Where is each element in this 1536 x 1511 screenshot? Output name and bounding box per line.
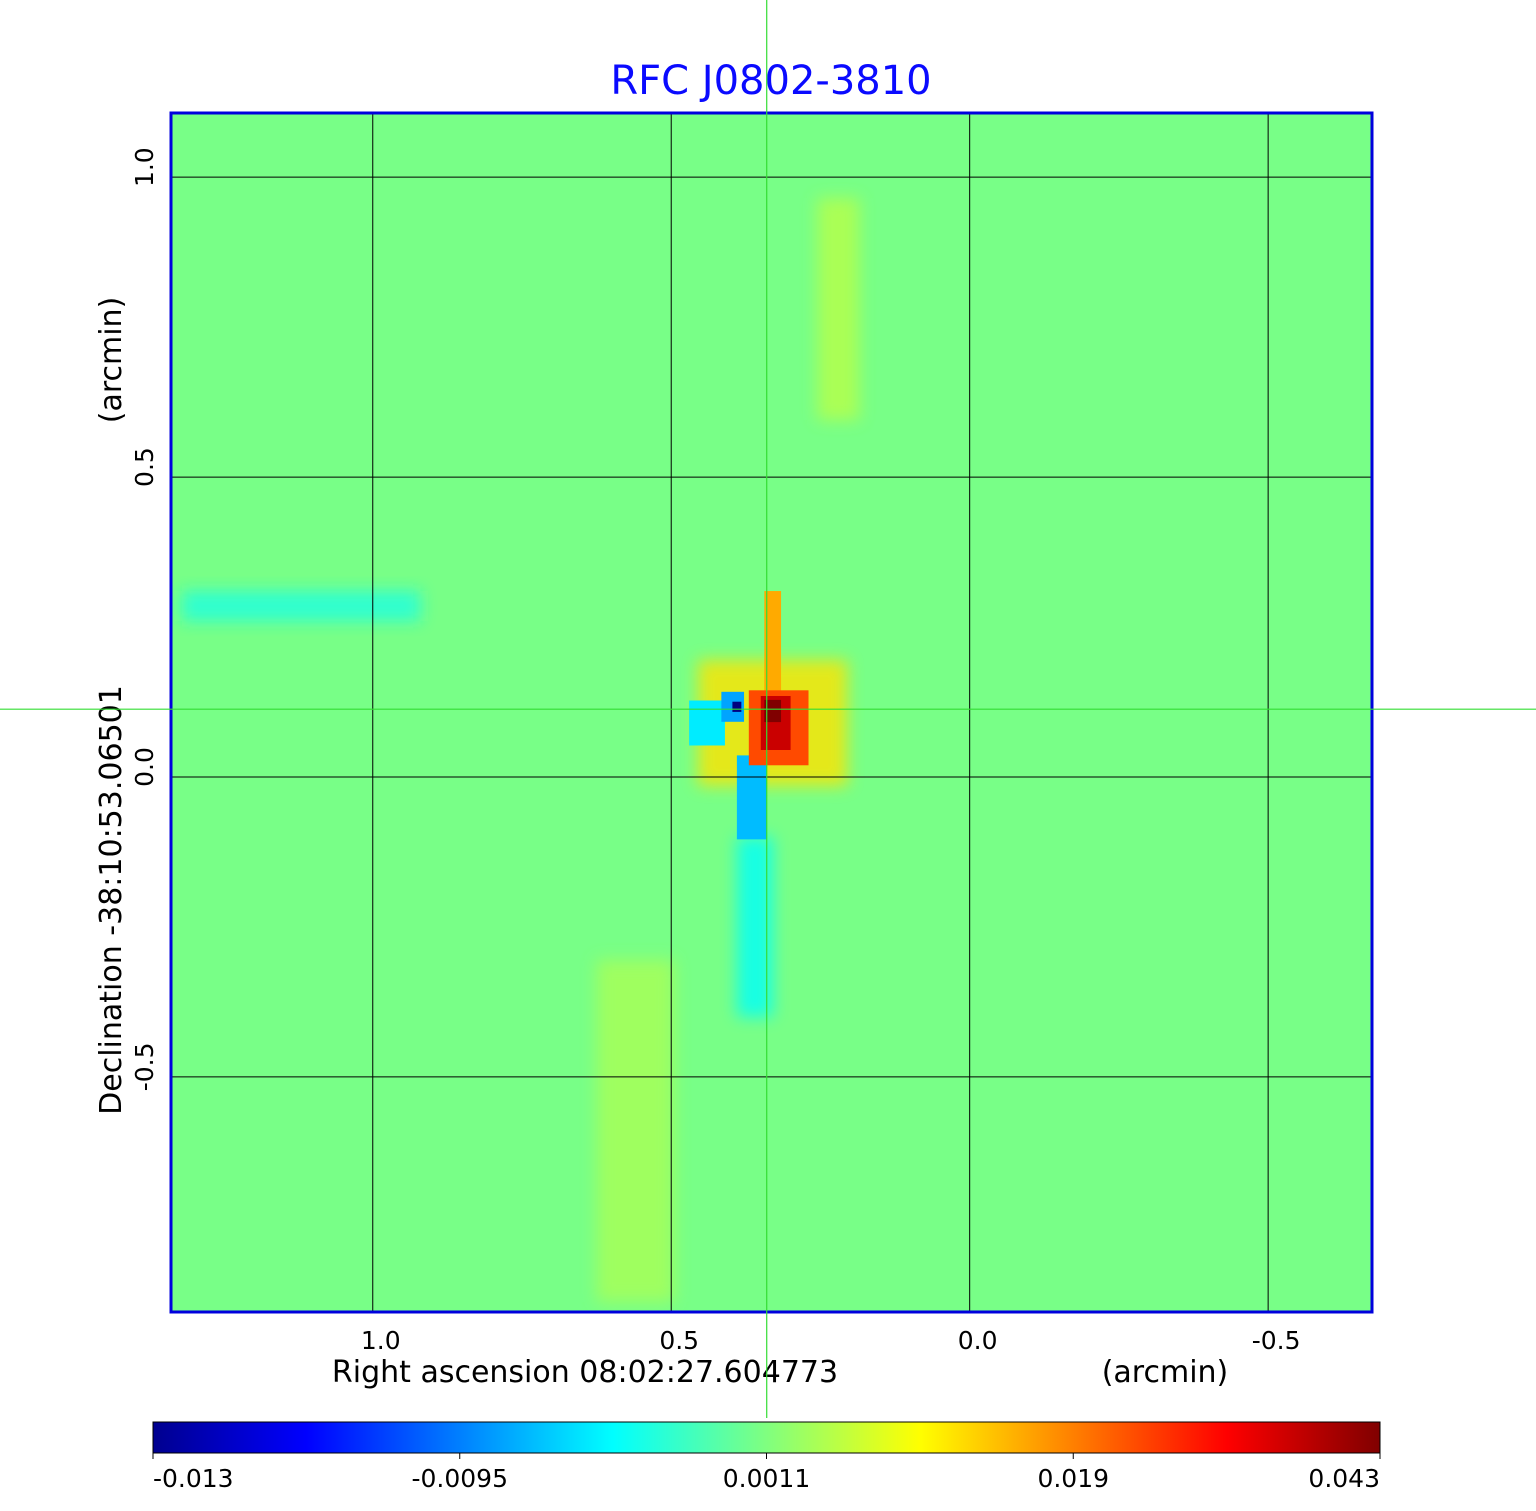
colorbar-tick-label: 0.019 [1037,1464,1109,1493]
colorbar-tick-label: 0.043 [1308,1464,1380,1493]
chart-title: RFC J0802-3810 [610,58,931,104]
x-tick-labels: 1.0 0.5 0.0 -0.5 [361,1326,1301,1355]
y-tick-label: 1.0 [130,147,159,187]
plot-frame [169,111,1374,1314]
y-axis-label: Declination -38:10:53.06501 [94,685,129,1115]
colorbar-tick-label: -0.0095 [412,1464,509,1493]
y-tick-label: 0.5 [130,447,159,487]
y-tick-labels: 1.0 0.5 0.0 -0.5 [130,147,159,1091]
colorbar [152,1421,1381,1454]
colorbar-tick-label: -0.013 [153,1464,234,1493]
image-feature [732,701,742,712]
image-features [181,198,860,1302]
y-tick-label: -0.5 [130,1042,159,1091]
grid-lines [171,113,1372,1312]
x-tick-label: -0.5 [1252,1326,1301,1355]
image-feature [689,700,725,746]
x-tick-label: 0.0 [958,1326,998,1355]
image-feature [736,755,767,840]
image-feature [596,959,675,1302]
x-tick-label: 0.5 [659,1326,699,1355]
image-feature [817,198,860,421]
colorbar-ticks: -0.013 -0.0095 0.0011 0.019 0.043 [152,1453,1381,1493]
y-axis-unit: (arcmin) [94,297,129,424]
image-feature [181,591,421,622]
x-axis-unit: (arcmin) [1102,1355,1229,1390]
image-feature [764,699,782,723]
y-tick-label: 0.0 [130,747,159,787]
colorbar-tick-label: 0.0011 [723,1464,810,1493]
image-feature [764,591,782,700]
x-axis-label: Right ascension 08:02:27.604773 [332,1355,838,1390]
x-tick-label: 1.0 [361,1326,401,1355]
